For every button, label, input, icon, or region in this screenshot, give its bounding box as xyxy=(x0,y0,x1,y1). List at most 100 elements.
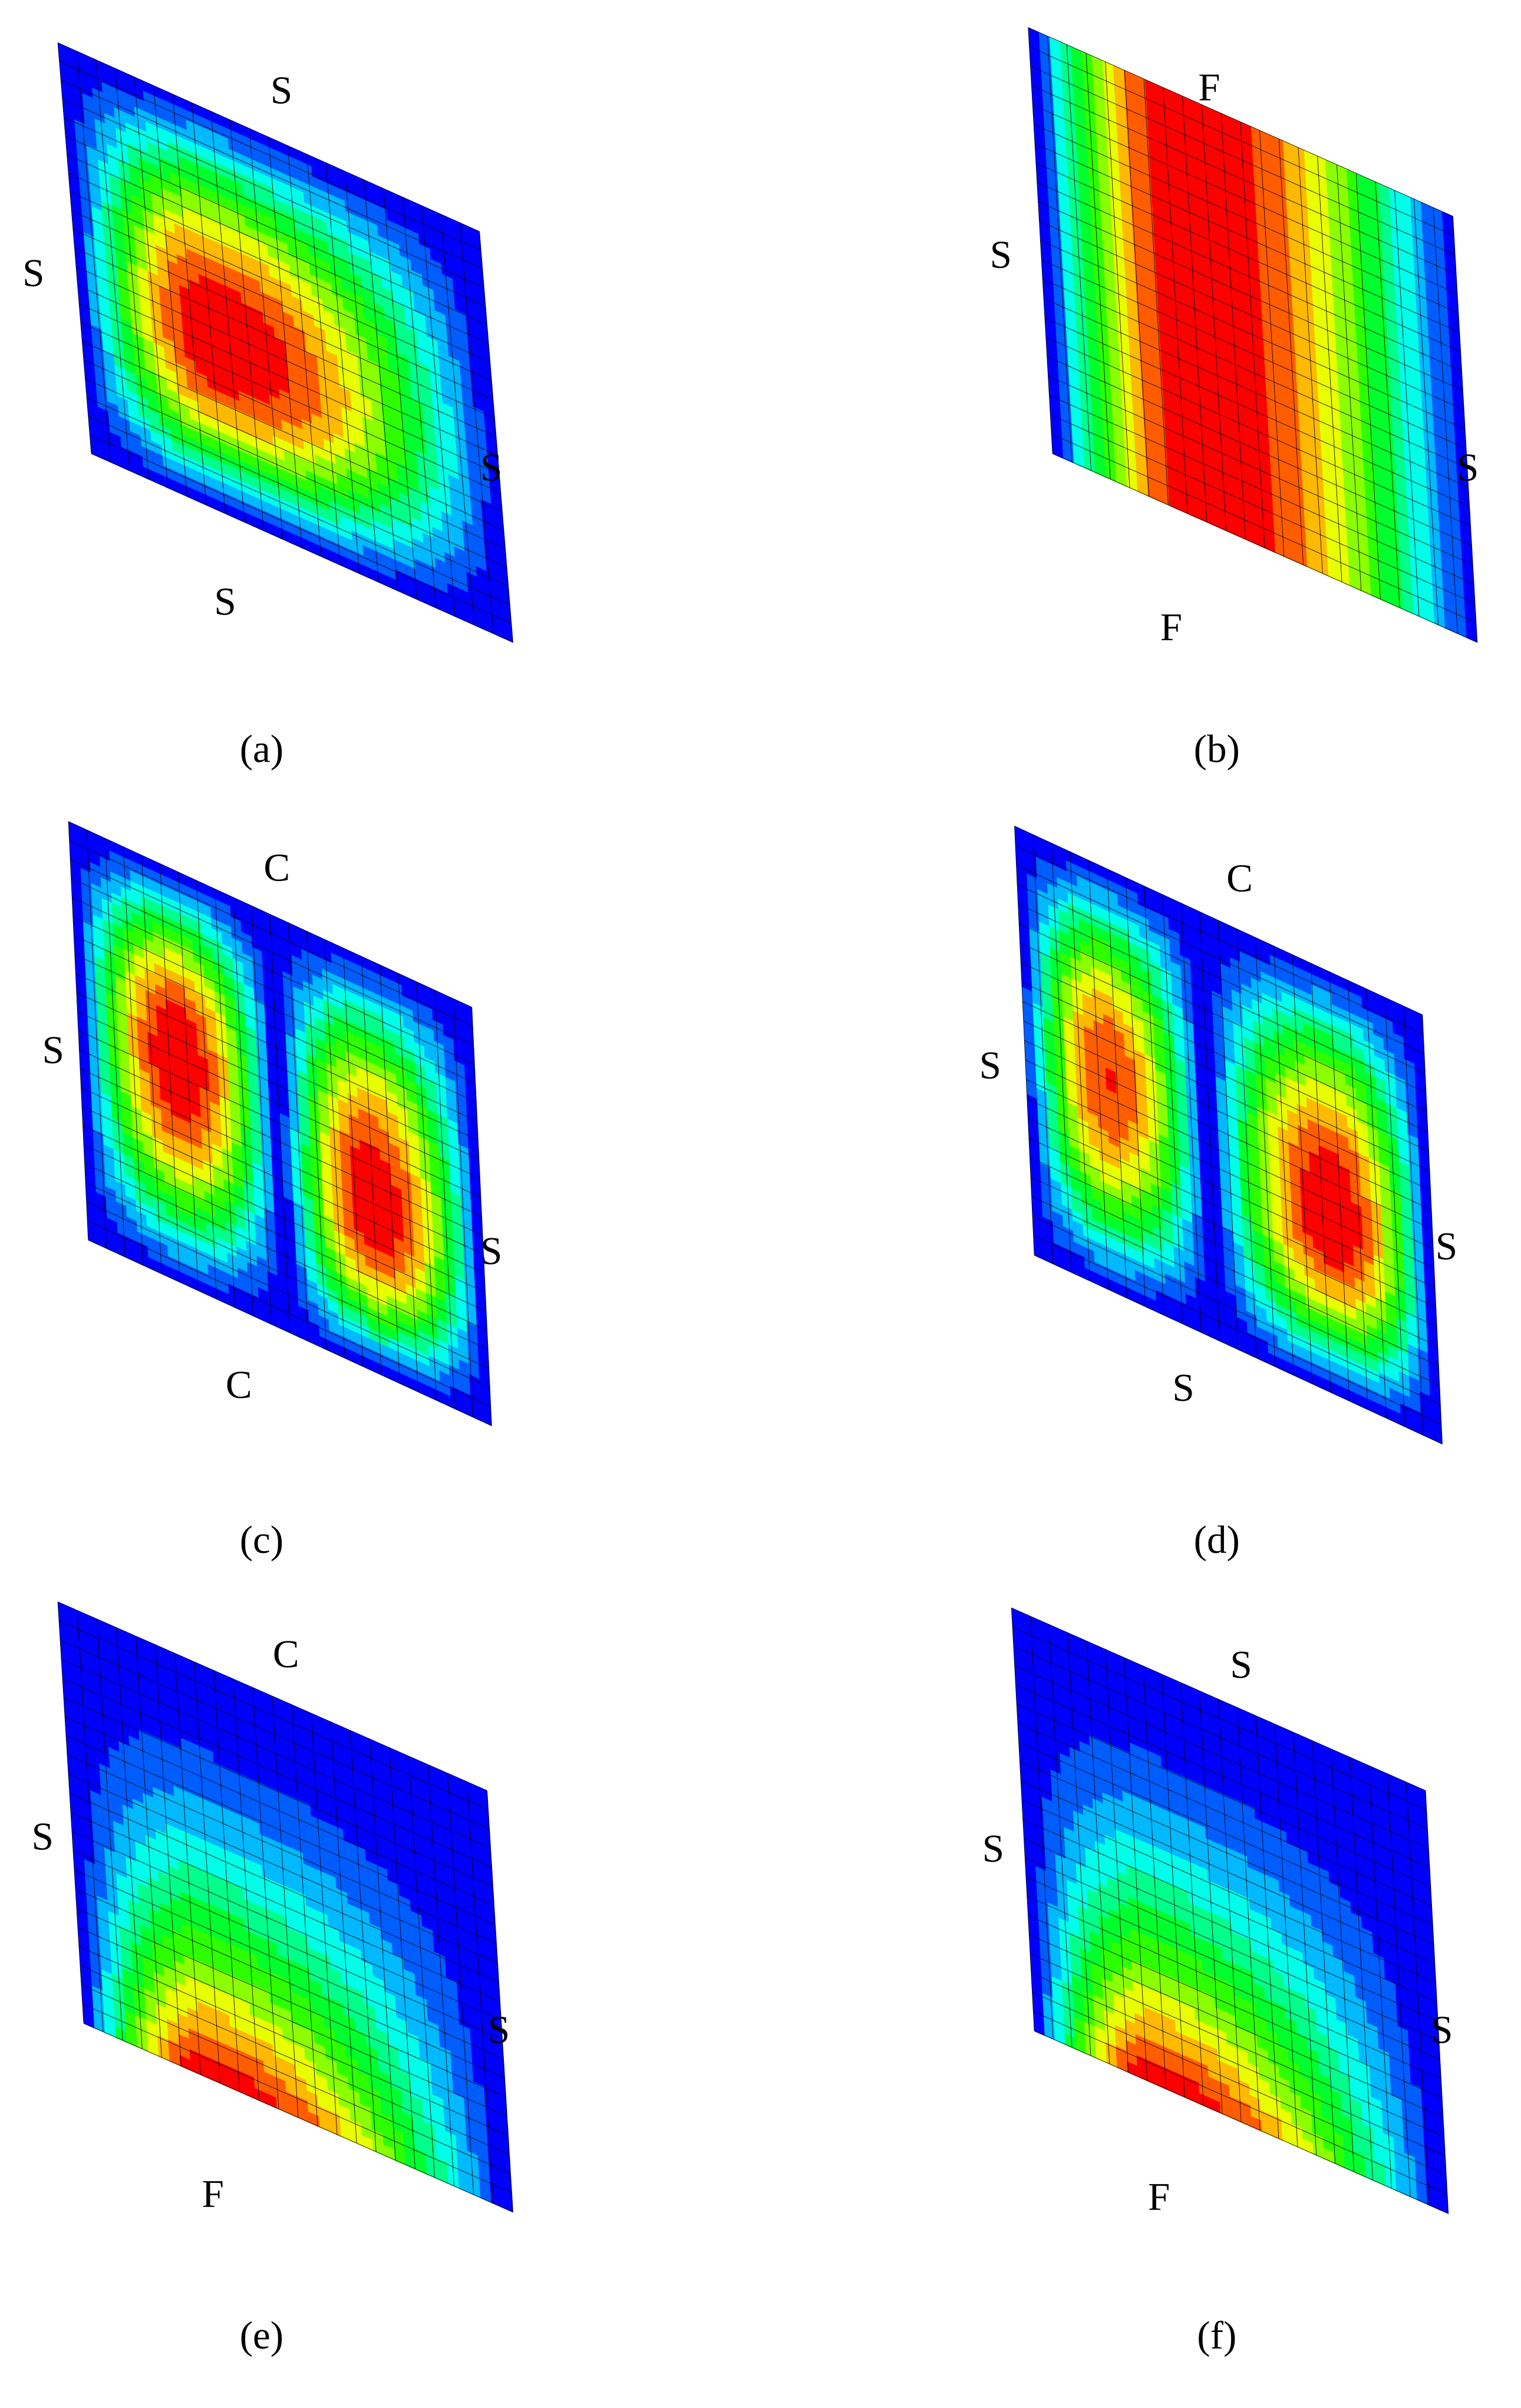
contour-cell xyxy=(382,534,394,550)
contour-cell xyxy=(130,312,143,329)
contour-cell xyxy=(120,179,132,195)
contour-cell xyxy=(391,518,403,535)
contour-cell xyxy=(374,184,386,200)
contour-cell xyxy=(285,471,298,487)
contour-cell xyxy=(474,545,487,562)
contour-cell xyxy=(354,195,367,212)
contour-cell xyxy=(120,437,133,453)
contour-cell xyxy=(179,285,192,301)
contour-cell xyxy=(192,449,204,466)
contour-cell xyxy=(481,509,494,526)
contour-cell xyxy=(369,380,382,396)
contour-cell xyxy=(384,436,397,452)
contour-cell xyxy=(494,545,507,561)
contour-cell xyxy=(184,346,196,362)
contour-cell xyxy=(112,87,124,103)
contour-cell xyxy=(167,259,179,276)
contour-cell xyxy=(400,255,412,271)
contour-cell xyxy=(334,325,347,341)
contour-cell xyxy=(167,388,180,405)
contour-cell xyxy=(403,425,416,441)
contour-cell xyxy=(240,411,252,427)
contour-cell xyxy=(201,186,214,202)
contour-cell xyxy=(90,433,102,449)
contour-cell xyxy=(105,123,117,139)
contour-cell xyxy=(229,149,241,165)
contour-cell xyxy=(382,286,394,303)
contour-cell xyxy=(244,215,257,232)
contour-cell xyxy=(415,450,428,466)
contour-cell xyxy=(154,234,167,250)
contour-cell xyxy=(142,80,154,97)
contour-cell xyxy=(255,220,268,236)
contour-cell xyxy=(235,220,247,237)
contour-cell xyxy=(468,473,481,490)
contour-cell xyxy=(460,252,473,269)
contour-cell xyxy=(313,434,325,450)
contour-cell xyxy=(223,206,236,222)
contour-cell xyxy=(272,178,284,194)
contour-cell xyxy=(220,164,232,181)
contour-cell xyxy=(186,377,199,394)
contour-cell xyxy=(443,294,456,311)
contour-cell xyxy=(407,219,420,235)
contour-cell xyxy=(481,380,493,397)
contour-cell xyxy=(289,146,302,163)
contour-cell xyxy=(88,175,101,192)
contour-cell xyxy=(368,359,380,375)
contour-cell xyxy=(467,335,480,351)
contour-cell xyxy=(193,331,205,347)
contour-cell xyxy=(214,340,226,357)
contour-cell xyxy=(433,537,446,553)
contour-cell xyxy=(197,134,210,151)
contour-cell xyxy=(401,394,413,410)
contour-cell xyxy=(365,210,378,226)
contour-cell xyxy=(379,374,391,391)
contour-cell xyxy=(220,422,233,438)
contour-cell xyxy=(396,214,409,230)
contour-cell xyxy=(84,371,97,387)
contour-cell xyxy=(267,245,279,262)
contour-cell xyxy=(250,158,262,174)
contour-cell xyxy=(371,400,384,417)
contour-cell xyxy=(177,146,190,162)
contour-cell xyxy=(305,341,318,358)
contour-cell xyxy=(197,263,210,280)
contour-cell xyxy=(344,448,357,464)
contour-cell xyxy=(204,474,217,490)
contour-cell xyxy=(336,226,349,243)
contour-cell xyxy=(266,482,279,499)
contour-cell xyxy=(467,582,480,598)
contour-cell xyxy=(166,131,179,147)
contour-cell xyxy=(199,155,211,171)
contour-cell xyxy=(345,339,358,356)
contour-cell xyxy=(156,255,169,271)
contour-cell xyxy=(325,459,338,476)
contour-cell xyxy=(189,279,201,295)
contour-cell xyxy=(414,301,426,317)
contour-cell xyxy=(228,267,240,283)
contour-cell xyxy=(111,324,124,340)
contour-cell xyxy=(117,148,130,164)
contour-cell xyxy=(395,193,407,210)
contour-cell xyxy=(161,187,173,204)
contour-cell xyxy=(157,265,170,281)
contour-cell xyxy=(143,101,156,117)
contour-cell xyxy=(120,308,133,324)
contour-cell xyxy=(125,122,137,138)
contour-cell xyxy=(189,408,202,424)
contour-cell xyxy=(413,419,425,436)
contour-cell xyxy=(176,372,189,389)
contour-cell xyxy=(66,145,78,161)
contour-cell xyxy=(159,167,171,183)
contour-cell xyxy=(97,159,110,176)
contour-cell xyxy=(314,197,326,213)
contour-cell xyxy=(278,250,290,266)
contour-cell xyxy=(468,592,480,608)
contour-cell xyxy=(398,492,411,509)
contour-cell xyxy=(97,149,109,166)
contour-cell xyxy=(461,381,473,398)
contour-cell xyxy=(378,493,391,509)
contour-cell xyxy=(404,435,417,451)
